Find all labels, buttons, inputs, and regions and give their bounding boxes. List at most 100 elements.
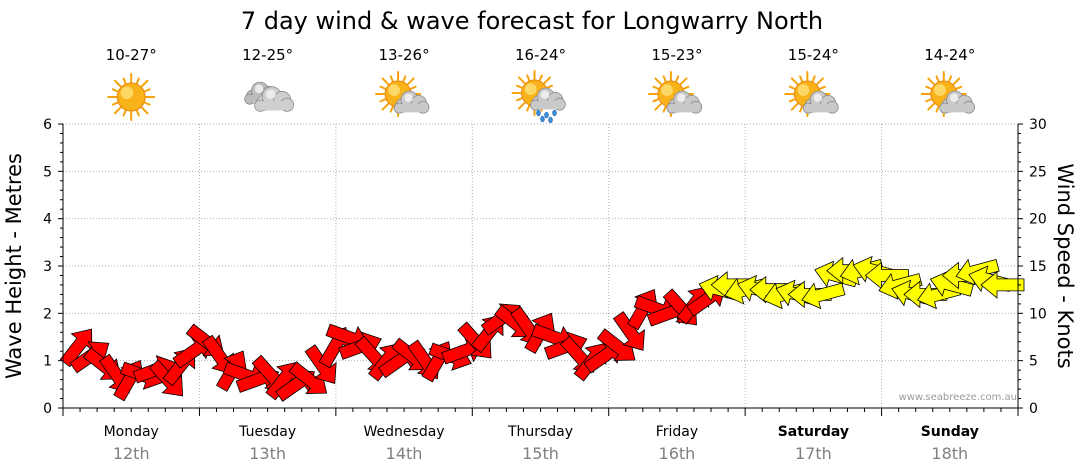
sun-ray (113, 79, 122, 88)
sun-ray (144, 101, 151, 106)
partly-cloudy-icon (920, 71, 976, 117)
x-date-label: 12th (113, 444, 150, 463)
x-day-label: Saturday (778, 424, 849, 440)
sun-ray (955, 85, 963, 90)
sun-ray (517, 76, 526, 85)
sun-ray (819, 85, 826, 90)
x-day-label: Monday (104, 424, 159, 440)
sun-highlight (797, 84, 810, 96)
y-right-tick-label: 10 (1029, 306, 1047, 322)
sun-highlight (388, 84, 401, 96)
sun-ray (654, 77, 663, 86)
y-left-tick-label: 6 (43, 117, 52, 133)
sun-ray (538, 74, 543, 82)
showers-icon (511, 70, 566, 124)
y-right-tick-label: 30 (1029, 117, 1047, 133)
wind-arrow (612, 311, 645, 351)
sun-ray (799, 75, 803, 83)
sunny-icon (107, 73, 156, 121)
day-temperature: 15-24° (788, 46, 839, 64)
y-left-title: Wave Height - Metres (2, 153, 26, 379)
sun-ray (662, 75, 667, 83)
sun-ray (788, 98, 796, 103)
sun-ray (381, 77, 390, 86)
sun-ray (662, 105, 667, 113)
cloud-highlight (254, 84, 264, 94)
sun-ray (546, 84, 554, 89)
cloud-base (807, 103, 833, 113)
sun-ray (679, 77, 688, 86)
day-temperature: 12-25° (242, 46, 293, 64)
day-temperature: 10-27° (106, 46, 157, 64)
y-right-tick-label: 5 (1029, 354, 1038, 370)
sun-highlight (120, 86, 134, 100)
sun-ray (122, 77, 127, 85)
sun-ray (402, 75, 407, 83)
sun-ray (652, 98, 659, 103)
x-date-label: 16th (659, 444, 696, 463)
sun-ray (526, 104, 531, 112)
y-left-tick-label: 4 (43, 212, 52, 228)
x-day-label: Friday (656, 424, 698, 440)
x-day-label: Tuesday (238, 424, 296, 440)
wind-arrows (59, 255, 1025, 402)
sun-ray (122, 109, 127, 117)
y-left-tick-label: 5 (43, 164, 52, 180)
day-temperature: 14-24° (924, 46, 975, 64)
sun-ray (790, 77, 799, 86)
partly-cloudy-icon (647, 71, 703, 117)
x-day-label: Thursday (507, 424, 573, 440)
cloud-highlight (813, 93, 823, 103)
sun-ray (406, 77, 415, 86)
cloud-base (534, 100, 560, 110)
day-header: 10-27° 12-25° 13-26° 16-24° 15-23° 15-24° 14-2… (106, 46, 976, 124)
sun-ray (675, 75, 680, 83)
cloud-base (671, 103, 696, 113)
sun-ray (682, 85, 690, 90)
cloud-base (259, 100, 287, 111)
sun-ray (144, 88, 151, 93)
y-right-tick-label: 20 (1029, 212, 1047, 228)
sun-ray (389, 75, 394, 83)
cloud-base (944, 103, 969, 113)
x-day-label: Sunday (921, 424, 979, 440)
partly-cloudy-icon (784, 71, 839, 117)
rain-drop (552, 109, 557, 117)
sun-ray (135, 109, 140, 117)
x-date-label: 14th (386, 444, 423, 463)
sun-ray (517, 101, 526, 110)
wind-arrow (864, 261, 909, 290)
sun-ray (381, 102, 390, 111)
y-right-title: Wind Speed - Knots (1053, 163, 1077, 368)
sun-ray (379, 85, 387, 90)
cloud-base (398, 103, 423, 113)
rain-drop (544, 111, 549, 119)
cloud-highlight (677, 93, 686, 103)
y-left-tick-label: 1 (43, 354, 52, 370)
cloud-highlight (404, 93, 413, 103)
x-date-label: 15th (522, 444, 559, 463)
partly-cloudy-icon (375, 71, 430, 117)
rain-drop (540, 115, 545, 123)
sun-ray (935, 105, 940, 113)
sun-ray (816, 77, 824, 86)
y-right-tick-label: 15 (1029, 259, 1047, 275)
day-temperature: 13-26° (379, 46, 430, 64)
wind-arrow (801, 282, 846, 310)
sun-ray (811, 75, 816, 83)
sun-ray (925, 85, 932, 90)
sun-ray (790, 102, 799, 111)
y-left-tick-label: 3 (43, 259, 52, 275)
sun-ray (135, 77, 140, 85)
sun-ray (111, 101, 119, 106)
sun-ray (935, 75, 940, 83)
cloud-highlight (949, 93, 959, 103)
sun-ray (948, 75, 953, 83)
cloudy-icon (244, 81, 294, 112)
sun-ray (410, 85, 417, 90)
y-right-tick-label: 0 (1029, 401, 1038, 417)
sun-ray (140, 79, 149, 88)
sun-ray (140, 106, 149, 115)
x-day-label: Wednesday (364, 424, 445, 440)
sun-ray (543, 76, 552, 85)
